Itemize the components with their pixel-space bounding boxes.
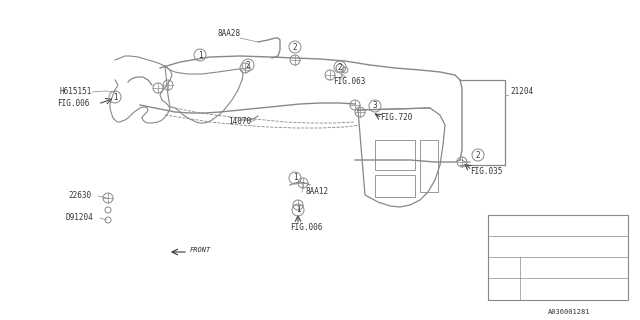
Text: 2: 2 bbox=[338, 62, 342, 71]
Text: 1: 1 bbox=[502, 286, 506, 292]
Text: FIG.006: FIG.006 bbox=[57, 99, 90, 108]
Bar bbox=[375, 140, 415, 170]
Text: 2: 2 bbox=[476, 150, 480, 159]
Text: F92209: F92209 bbox=[524, 284, 552, 293]
Text: 8AA12: 8AA12 bbox=[305, 188, 328, 196]
Text: FIG.063: FIG.063 bbox=[333, 77, 365, 86]
Text: 22630: 22630 bbox=[68, 191, 91, 201]
Text: FIG.720: FIG.720 bbox=[380, 114, 412, 123]
Text: 21204: 21204 bbox=[510, 87, 533, 97]
Text: 3: 3 bbox=[372, 101, 378, 110]
Text: H615151: H615151 bbox=[60, 87, 92, 97]
Text: A036001281: A036001281 bbox=[547, 309, 590, 315]
Bar bbox=[420, 140, 438, 192]
Text: FIG.035: FIG.035 bbox=[470, 167, 502, 177]
Text: FRONT: FRONT bbox=[190, 247, 211, 253]
Bar bbox=[375, 175, 415, 197]
Text: J2088 ('15MY1409-): J2088 ('15MY1409-) bbox=[492, 222, 559, 228]
Text: 8AA28: 8AA28 bbox=[218, 28, 241, 37]
Text: 14070: 14070 bbox=[228, 117, 251, 126]
Text: D91204: D91204 bbox=[65, 213, 93, 222]
Text: 0923S: 0923S bbox=[524, 263, 547, 273]
Bar bbox=[488, 215, 628, 300]
Text: FIG.006: FIG.006 bbox=[290, 223, 323, 233]
Text: 1: 1 bbox=[113, 92, 117, 101]
Text: 2: 2 bbox=[502, 265, 506, 271]
Text: 1: 1 bbox=[296, 205, 300, 214]
Text: 0104S ‹-'15MY1409›: 0104S ‹-'15MY1409› bbox=[492, 244, 559, 249]
Text: 1: 1 bbox=[292, 173, 298, 182]
Text: 1: 1 bbox=[198, 51, 202, 60]
Text: 2: 2 bbox=[292, 43, 298, 52]
Text: 2: 2 bbox=[246, 60, 250, 69]
